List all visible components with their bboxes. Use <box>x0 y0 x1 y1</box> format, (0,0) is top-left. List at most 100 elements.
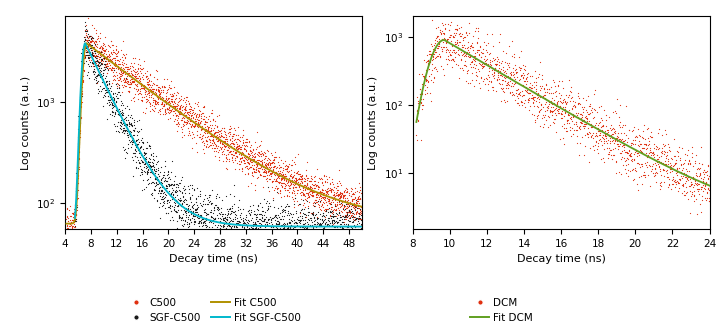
Point <box>499 79 510 84</box>
Point <box>427 56 439 61</box>
Point <box>232 132 244 138</box>
Point <box>140 93 152 98</box>
Point <box>321 206 333 211</box>
Point <box>232 240 244 246</box>
Point <box>101 63 112 69</box>
Point <box>346 203 358 208</box>
Point <box>173 107 185 112</box>
Point <box>295 232 307 237</box>
Point <box>206 123 217 128</box>
Point <box>309 218 321 223</box>
Point <box>122 134 134 140</box>
Point <box>77 45 88 50</box>
Point <box>214 230 225 235</box>
Point <box>320 209 332 214</box>
Point <box>276 183 287 188</box>
Point <box>128 94 140 99</box>
Point <box>702 163 714 168</box>
Point <box>316 241 328 246</box>
Point <box>261 161 273 166</box>
Point <box>211 132 223 137</box>
Point <box>257 173 269 179</box>
Point <box>522 96 534 102</box>
Point <box>436 20 447 25</box>
Point <box>196 214 208 219</box>
Point <box>565 116 577 122</box>
Point <box>268 163 279 168</box>
Point <box>88 66 99 71</box>
Point <box>667 181 678 187</box>
Point <box>301 181 313 186</box>
Point <box>628 166 639 171</box>
Point <box>184 195 195 200</box>
Point <box>639 146 650 151</box>
Point <box>282 203 293 209</box>
Point <box>282 229 294 234</box>
Point <box>194 135 206 140</box>
Point <box>324 230 335 235</box>
Point <box>172 181 183 186</box>
Point <box>651 152 662 158</box>
Point <box>263 168 274 173</box>
Point <box>87 39 98 44</box>
Point <box>545 91 557 96</box>
Point <box>680 167 691 172</box>
Point <box>614 103 626 108</box>
Point <box>101 61 112 66</box>
Point <box>568 113 580 119</box>
Point <box>222 147 234 152</box>
Point <box>284 242 295 248</box>
Point <box>218 223 230 228</box>
Point <box>111 106 122 112</box>
Point <box>125 71 137 76</box>
Point <box>267 230 279 235</box>
Point <box>662 142 674 147</box>
Point <box>447 48 459 53</box>
Point <box>577 106 589 112</box>
Point <box>350 203 362 209</box>
Point <box>193 112 205 117</box>
Point <box>211 138 223 144</box>
Point <box>280 173 292 179</box>
Point <box>91 36 103 41</box>
Point <box>164 193 176 198</box>
Point <box>235 147 247 152</box>
Point <box>62 219 74 224</box>
Point <box>114 119 126 124</box>
Point <box>198 104 209 110</box>
Point <box>74 141 85 146</box>
Point <box>87 50 98 55</box>
Point <box>296 225 308 230</box>
Point <box>508 70 519 75</box>
Point <box>412 98 424 104</box>
Point <box>306 218 317 223</box>
Point <box>348 202 359 208</box>
Point <box>117 52 128 57</box>
Point <box>188 118 199 124</box>
Point <box>290 181 301 187</box>
Point <box>471 39 482 44</box>
Point <box>531 93 543 98</box>
Point <box>598 136 610 141</box>
Point <box>286 194 298 199</box>
Point <box>555 115 567 120</box>
Point <box>282 233 293 238</box>
Point <box>552 102 563 107</box>
Point <box>140 105 151 110</box>
Point <box>271 175 282 181</box>
Point <box>658 144 670 149</box>
Point <box>289 161 300 166</box>
Point <box>94 30 106 35</box>
Point <box>188 123 200 129</box>
Point <box>316 217 327 223</box>
Point <box>332 220 344 225</box>
Point <box>182 184 193 189</box>
Point <box>352 230 363 235</box>
Point <box>160 96 172 101</box>
Point <box>139 90 151 95</box>
Point <box>687 163 699 168</box>
Point <box>257 228 269 233</box>
Point <box>541 82 552 88</box>
Point <box>299 228 311 233</box>
Point <box>623 128 635 133</box>
